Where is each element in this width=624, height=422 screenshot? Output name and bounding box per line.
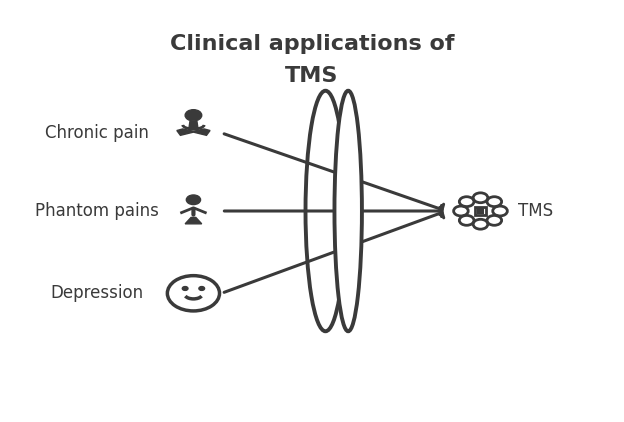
Polygon shape: [185, 217, 202, 224]
FancyBboxPatch shape: [477, 209, 484, 213]
Text: TMS: TMS: [285, 66, 339, 86]
Circle shape: [199, 287, 205, 290]
Text: Depression: Depression: [50, 284, 144, 302]
Ellipse shape: [334, 91, 362, 331]
Text: TMS: TMS: [518, 202, 553, 220]
Text: Chronic pain: Chronic pain: [45, 124, 149, 142]
Text: Clinical applications of: Clinical applications of: [170, 34, 454, 54]
Circle shape: [185, 110, 202, 121]
Circle shape: [182, 287, 188, 290]
Circle shape: [187, 195, 200, 205]
Text: Phantom pains: Phantom pains: [35, 202, 158, 220]
Polygon shape: [188, 122, 198, 130]
Ellipse shape: [306, 91, 346, 331]
Polygon shape: [177, 129, 210, 135]
